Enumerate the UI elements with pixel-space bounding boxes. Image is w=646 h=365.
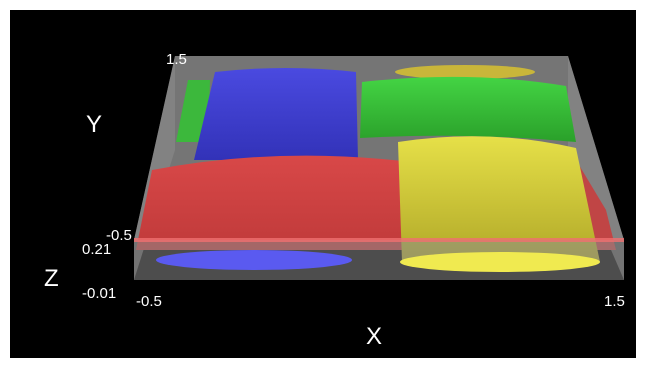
3d-plot: 1.5 Y -0.5 0.21 Z -0.01 -0.5 1.5 X bbox=[44, 51, 625, 350]
green-surface bbox=[360, 76, 576, 142]
z-axis-min-label: -0.01 bbox=[82, 285, 116, 302]
green-left-surface bbox=[176, 80, 210, 142]
x-axis-min-label: -0.5 bbox=[136, 293, 162, 310]
yellow-bottom-cap bbox=[400, 252, 600, 272]
yellow-surface bbox=[398, 136, 600, 262]
blue-bottom-cap bbox=[156, 250, 352, 270]
x-axis-max-label: 1.5 bbox=[604, 293, 625, 310]
z-axis-max-label: 0.21 bbox=[82, 241, 111, 258]
y-axis-label: Y bbox=[86, 111, 102, 138]
y-axis-min-label: -0.5 bbox=[106, 227, 132, 244]
3d-viewport[interactable]: 1.5 Y -0.5 0.21 Z -0.01 -0.5 1.5 X bbox=[10, 10, 636, 358]
yellow-back-lens bbox=[395, 65, 535, 79]
x-axis-label: X bbox=[366, 323, 382, 350]
z-axis-label: Z bbox=[44, 265, 59, 292]
y-axis-max-label: 1.5 bbox=[166, 51, 187, 68]
blue-surface bbox=[194, 68, 358, 160]
red-surface bbox=[136, 155, 430, 250]
